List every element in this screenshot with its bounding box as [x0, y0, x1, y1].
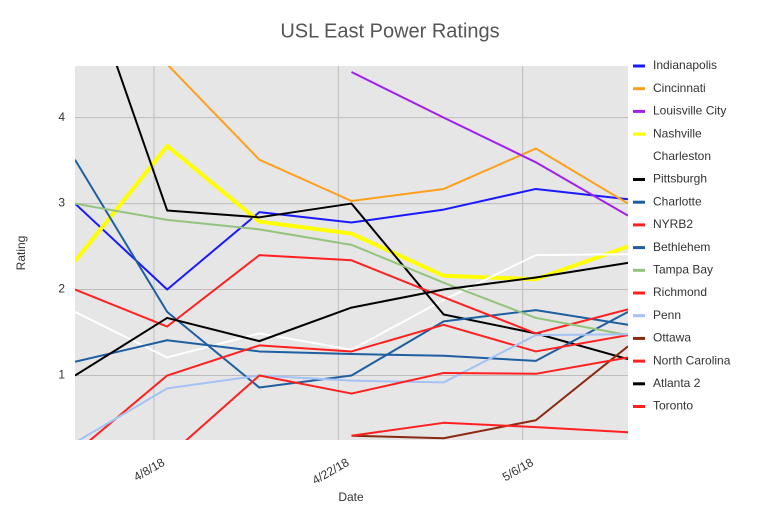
x-tick-label: 4/8/18 — [131, 455, 167, 484]
series-line — [167, 66, 628, 205]
series-line — [75, 187, 628, 291]
series-line — [75, 143, 628, 282]
x-tick-label: 5/6/18 — [500, 455, 536, 484]
legend-label: Charlotte — [653, 194, 702, 208]
y-tick-label: 2 — [58, 282, 65, 296]
series-line — [185, 356, 628, 440]
series-line — [351, 71, 628, 217]
series-line — [88, 323, 628, 440]
series-line — [75, 253, 628, 359]
legend-label: Bethlehem — [653, 240, 710, 254]
series-line — [75, 159, 628, 389]
legend-label: North Carolina — [653, 353, 731, 367]
legend-label: NYRB2 — [653, 217, 693, 231]
legend-label: Toronto — [653, 399, 693, 413]
series-line — [77, 333, 628, 440]
legend-label: Richmond — [653, 285, 707, 299]
legend-label: Ottawa — [653, 331, 691, 345]
legend-label: Cincinnati — [653, 81, 706, 95]
legend-label: Pittsburgh — [653, 172, 707, 186]
legend-label: Charleston — [653, 149, 711, 163]
chart-title: USL East Power Ratings — [280, 20, 499, 42]
series-line — [351, 345, 628, 440]
y-axis-label: Rating — [14, 236, 28, 271]
series-line — [75, 261, 628, 377]
series-line — [75, 311, 628, 363]
series-line — [351, 421, 628, 437]
x-axis-label: Date — [338, 490, 364, 504]
plot-background — [75, 66, 628, 440]
legend-label: Tampa Bay — [653, 262, 713, 276]
legend: Indianapolis Cincinnati Louisville City Nas… — [633, 58, 731, 413]
y-tick-label: 3 — [58, 196, 65, 210]
y-tick-label: 4 — [58, 110, 65, 124]
series-line — [75, 254, 628, 335]
x-tick-label: 4/22/18 — [310, 455, 352, 487]
lines — [75, 66, 628, 440]
legend-label: Indianapolis — [653, 58, 717, 72]
legend-label: Atlanta 2 — [653, 376, 701, 390]
y-tick-label: 1 — [58, 368, 65, 382]
legend-label: Nashville — [653, 126, 702, 140]
series-line — [75, 202, 628, 337]
legend-label: Penn — [653, 308, 681, 322]
legend-label: Louisville City — [653, 104, 726, 118]
